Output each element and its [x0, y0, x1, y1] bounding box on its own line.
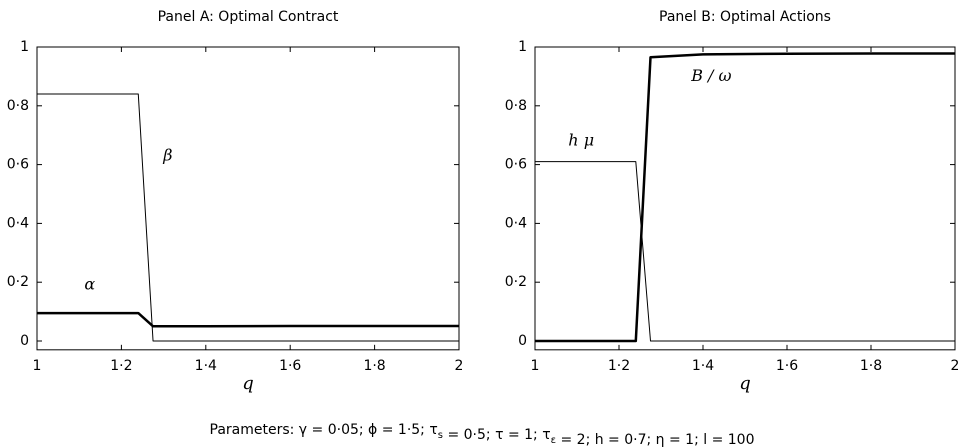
x-tick-label: 1·8: [363, 358, 385, 374]
y-tick-label: 0·4: [505, 215, 527, 231]
series-line: [535, 52, 955, 343]
series-label: B / ω: [690, 66, 731, 85]
series-line: [37, 311, 459, 328]
x-axis-label: q: [739, 373, 751, 394]
x-tick-label: 2: [951, 358, 960, 374]
y-tick-label: 1: [518, 39, 527, 55]
y-tick-label: 0: [518, 333, 527, 349]
x-axis-label: q: [242, 373, 254, 394]
x-tick-label: 1·6: [776, 358, 798, 374]
y-tick-label: 0·8: [505, 98, 527, 114]
y-tick-label: 0·2: [505, 274, 527, 290]
series-label: h μ: [568, 131, 594, 150]
caption: Parameters: γ = 0·05; ϕ = 1·5; τs = 0·5;…: [210, 422, 755, 447]
caption-text: Parameters: γ = 0·05; ϕ = 1·5; τ: [210, 422, 438, 438]
caption-text: = 0·5; τ = 1; τ: [443, 427, 551, 443]
y-tick-label: 0·8: [7, 98, 29, 114]
series-label: β: [162, 145, 172, 164]
x-tick-label: 1·2: [608, 358, 630, 374]
caption-subscript: ε: [551, 435, 556, 446]
caption-subscript: s: [438, 430, 443, 441]
x-tick-label: 1·4: [692, 358, 714, 374]
series-line: [535, 161, 955, 342]
y-tick-label: 0·6: [505, 157, 527, 173]
x-tick-label: 1: [33, 358, 42, 374]
plot-frame: [36, 46, 460, 351]
y-tick-label: 0·4: [7, 215, 29, 231]
y-tick-label: 0·2: [7, 274, 29, 290]
panel-title: Panel A: Optimal Contract: [158, 9, 339, 25]
plot-frame: [534, 46, 956, 351]
x-tick-label: 2: [455, 358, 464, 374]
x-tick-label: 1: [531, 358, 540, 374]
y-tick-label: 1: [20, 39, 29, 55]
series-label: α: [84, 275, 95, 294]
y-tick-label: 0: [20, 333, 29, 349]
caption-text: = 2; h = 0·7; η = 1; l = 100: [556, 432, 754, 447]
series-line: [37, 93, 459, 342]
x-tick-label: 1·2: [110, 358, 132, 374]
x-tick-label: 1·6: [279, 358, 301, 374]
x-tick-label: 1·8: [860, 358, 882, 374]
y-tick-label: 0·6: [7, 157, 29, 173]
panel-title: Panel B: Optimal Actions: [659, 9, 831, 25]
x-tick-label: 1·4: [195, 358, 217, 374]
